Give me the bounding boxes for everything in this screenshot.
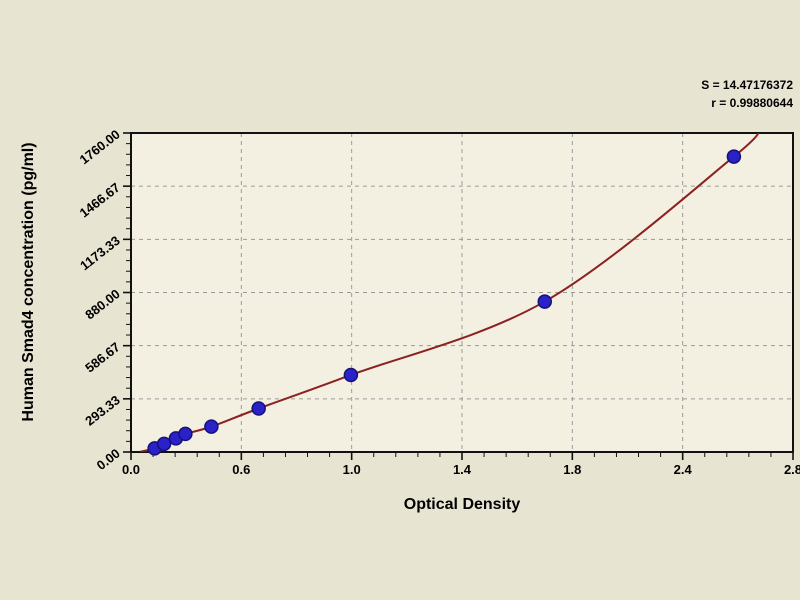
x-tick-label: 2.8 <box>784 462 800 477</box>
y-tick-label: 0.00 <box>94 446 123 473</box>
data-point <box>204 419 219 434</box>
data-point <box>178 426 193 442</box>
fit-stat-s: S = 14.47176372 <box>701 78 793 92</box>
y-tick-label: 1760.00 <box>77 127 123 168</box>
x-tick-label: 0.0 <box>122 462 140 477</box>
fit-statistics: S = 14.47176372 r = 0.99880644 <box>701 76 793 112</box>
x-tick-label: 0.6 <box>232 462 250 477</box>
plot-border <box>130 132 794 453</box>
data-point <box>726 149 742 164</box>
y-tick-label: 880.00 <box>82 286 123 322</box>
x-axis-title: Optical Density <box>403 496 521 513</box>
y-tick-label: 586.67 <box>82 339 123 375</box>
y-tick-label: 293.33 <box>82 392 123 428</box>
data-point <box>156 436 172 452</box>
data-point <box>251 401 266 416</box>
x-tick-label: 1.8 <box>563 462 581 477</box>
data-point <box>537 294 552 309</box>
y-tick-label: 1466.67 <box>77 180 123 221</box>
y-tick-label: 1173.33 <box>77 233 123 273</box>
data-point <box>343 367 359 383</box>
x-tick-label: 1.4 <box>453 462 472 477</box>
x-tick-label: 1.0 <box>343 462 361 477</box>
fit-stat-r: r = 0.99880644 <box>711 96 793 110</box>
x-tick-label: 2.4 <box>674 462 693 477</box>
